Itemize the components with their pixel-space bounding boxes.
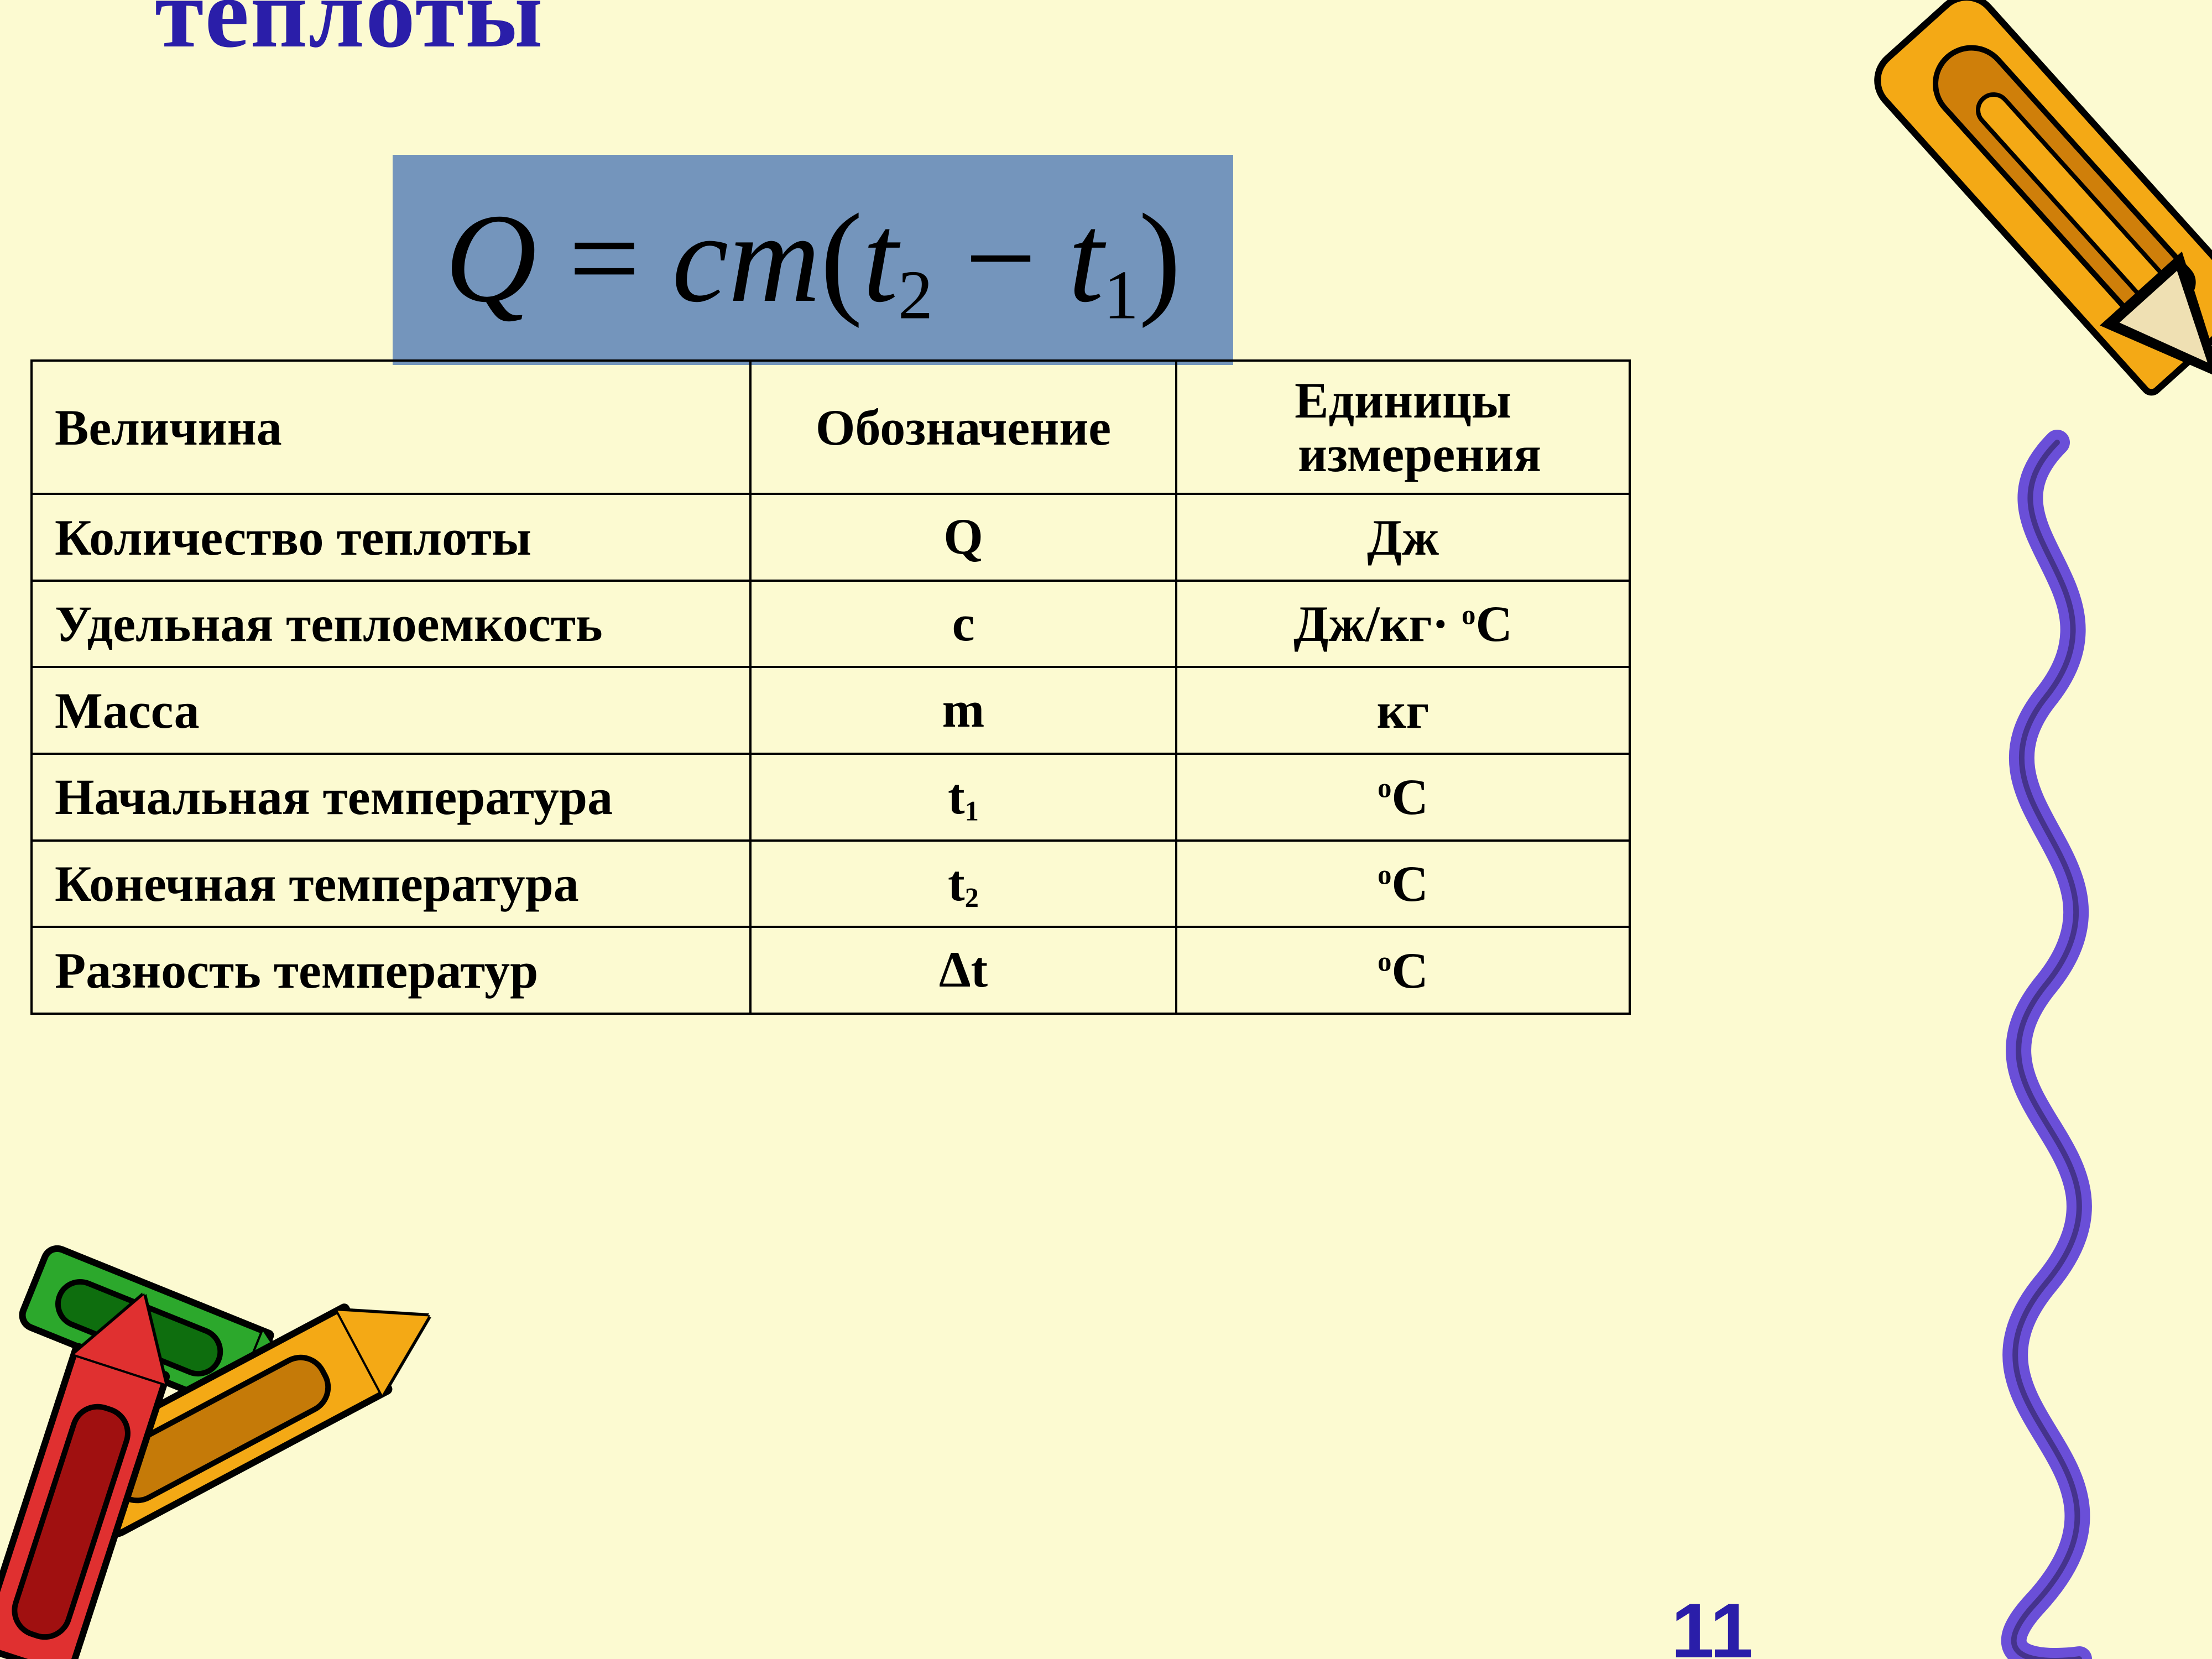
- formula-box: Q = cm(t2 − t1): [393, 155, 1233, 365]
- squiggle-line-icon: [1659, 442, 2212, 1659]
- formula-t2-base: t: [863, 187, 898, 328]
- cell-units: оС: [1176, 754, 1630, 841]
- table-row: Конечная температура t2 оС: [32, 841, 1630, 927]
- cell-quantity: Удельная теплоемкость: [32, 581, 750, 667]
- table-row: Количество теплоты Q Дж: [32, 494, 1630, 581]
- cell-symbol: Q: [750, 494, 1176, 581]
- symbol-sub: 2: [965, 882, 979, 913]
- table-row: Начальная температура t1 оС: [32, 754, 1630, 841]
- header-quantity: Величина: [32, 361, 750, 494]
- cell-quantity: Количество теплоты: [32, 494, 750, 581]
- quantities-table: Величина Обозначение Единицы измерения К…: [30, 359, 1631, 1015]
- symbol-base: m: [942, 681, 985, 738]
- crayons-icon: [0, 1228, 520, 1659]
- table-row: Масса m кг: [32, 667, 1630, 754]
- formula-close-paren: ): [1139, 187, 1181, 328]
- formula-Q: Q: [445, 187, 536, 328]
- unit-deg: о: [1378, 859, 1391, 890]
- formula-m: m: [728, 187, 820, 328]
- header-units-line2: измерения: [1199, 427, 1606, 481]
- table-row: Удельная теплоемкость c Дж/кг· оС: [32, 581, 1630, 667]
- symbol-base: c: [952, 595, 975, 651]
- formula-t1-base: t: [1068, 187, 1104, 328]
- formula-t1-sub: 1: [1104, 256, 1139, 333]
- cell-symbol: m: [750, 667, 1176, 754]
- formula-c: c: [672, 187, 728, 328]
- table-row: Разность температур Δt оС: [32, 927, 1630, 1014]
- cell-units: кг: [1176, 667, 1630, 754]
- cell-units: оС: [1176, 841, 1630, 927]
- symbol-base: t: [948, 855, 965, 911]
- unit-prefix: кг: [1377, 682, 1430, 739]
- symbol-base: Q: [943, 508, 983, 565]
- table-header-row: Величина Обозначение Единицы измерения: [32, 361, 1630, 494]
- cell-symbol: t1: [750, 754, 1176, 841]
- symbol-sub: 1: [965, 796, 979, 827]
- formula-equals: =: [568, 187, 640, 328]
- header-units: Единицы измерения: [1176, 361, 1630, 494]
- cell-units: оС: [1176, 927, 1630, 1014]
- formula-t2-sub: 2: [898, 256, 933, 333]
- cell-units: Дж/кг· оС: [1176, 581, 1630, 667]
- cell-quantity: Начальная температура: [32, 754, 750, 841]
- slide-title: теплоты: [155, 0, 544, 70]
- unit-prefix: Дж/кг·: [1293, 596, 1462, 652]
- cell-quantity: Разность температур: [32, 927, 750, 1014]
- unit-deg: о: [1378, 773, 1391, 804]
- unit-deg: о: [1462, 599, 1475, 630]
- unit-suffix: С: [1391, 855, 1428, 912]
- heat-formula: Q = cm(t2 − t1): [445, 185, 1181, 336]
- cell-quantity: Конечная температура: [32, 841, 750, 927]
- unit-deg: о: [1378, 946, 1391, 977]
- formula-open-paren: (: [820, 187, 863, 328]
- cell-units: Дж: [1176, 494, 1630, 581]
- unit-prefix: Дж: [1367, 509, 1439, 566]
- unit-suffix: С: [1391, 769, 1428, 825]
- symbol-base: Δt: [939, 941, 988, 998]
- unit-suffix: С: [1475, 596, 1512, 652]
- header-symbol: Обозначение: [750, 361, 1176, 494]
- cell-symbol: c: [750, 581, 1176, 667]
- cell-symbol: t2: [750, 841, 1176, 927]
- quantities-table-wrap: Величина Обозначение Единицы измерения К…: [30, 359, 1629, 1015]
- unit-suffix: С: [1391, 942, 1428, 999]
- formula-minus: −: [965, 187, 1037, 328]
- cell-symbol: Δt: [750, 927, 1176, 1014]
- symbol-base: t: [948, 768, 965, 825]
- header-units-line1: Единицы: [1199, 374, 1606, 427]
- cell-quantity: Масса: [32, 667, 750, 754]
